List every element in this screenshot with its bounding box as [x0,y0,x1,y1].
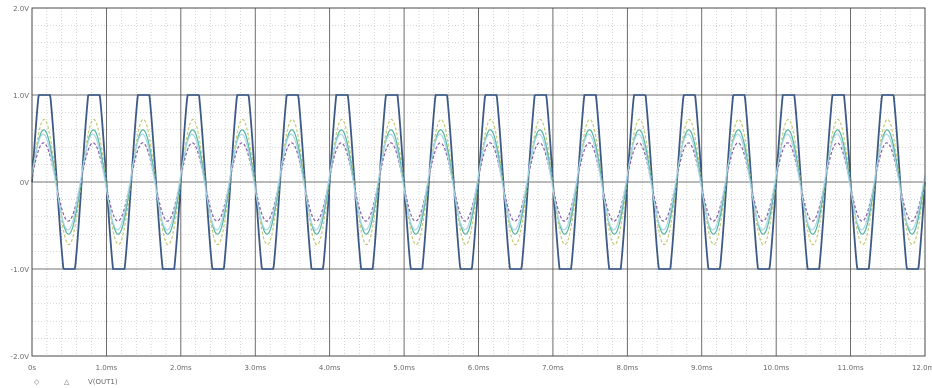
legend-marker-2: △ [64,378,70,386]
x-tick-label: 7.0ms [542,364,564,372]
x-tick-label: 0s [28,364,36,372]
y-tick-label: 2.0V [13,5,29,13]
x-tick-label: 9.0ms [691,364,713,372]
x-tick-label: 10.0ms [763,364,789,372]
y-tick-label: 0V [20,179,29,187]
x-tick-label: 3.0ms [244,364,266,372]
legend-marker-1: ◇ [34,378,40,386]
y-tick-label: -1.0V [11,266,30,274]
series-line-5 [31,133,926,231]
x-tick-label: 8.0ms [617,364,639,372]
y-axis-ticks: 2.0V 1.0V 0V -1.0V -2.0V [11,5,30,361]
x-tick-label: 4.0ms [319,364,341,372]
x-tick-label: 1.0ms [96,364,118,372]
x-axis-ticks: 0s 1.0ms 2.0ms 3.0ms 4.0ms 5.0ms 6.0ms 7.0ms 8.0… [28,364,932,372]
x-tick-label: 11.0ms [838,364,864,372]
x-tick-label: 2.0ms [170,364,192,372]
series-group [31,94,926,270]
y-tick-label: -2.0V [11,353,30,361]
y-tick-label: 1.0V [13,92,29,100]
x-tick-label: 5.0ms [393,364,415,372]
legend: ◇ △ V(OUT1) [34,378,118,386]
x-tick-label: 12.0ms [912,364,932,372]
plot-frame [31,7,926,357]
legend-label: V(OUT1) [88,378,118,386]
x-tick-label: 6.0ms [468,364,490,372]
